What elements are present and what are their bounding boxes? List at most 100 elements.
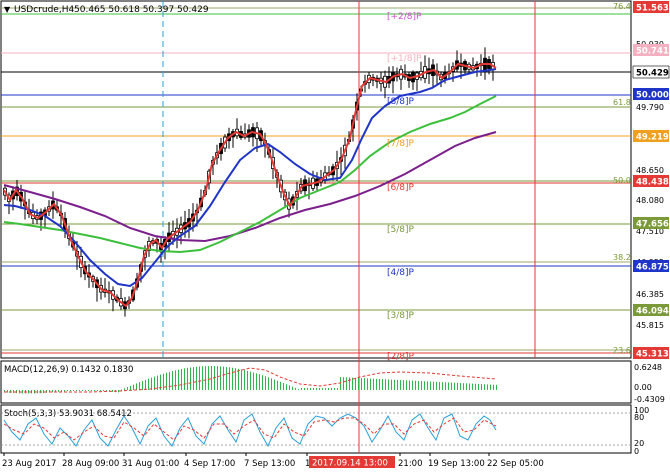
macd-histogram-bar bbox=[106, 390, 107, 392]
macd-histogram-bar bbox=[484, 384, 485, 390]
macd-histogram-bar bbox=[76, 390, 77, 391]
macd-histogram-bar bbox=[46, 390, 47, 393]
price-tick-label: 46.385 bbox=[636, 290, 664, 299]
macd-histogram-bar bbox=[325, 388, 326, 390]
macd-histogram-bar bbox=[388, 379, 389, 390]
macd-histogram-bar bbox=[475, 383, 476, 390]
macd-histogram-bar bbox=[262, 375, 263, 390]
macd-histogram-bar bbox=[361, 378, 362, 390]
murrey-level-label: [5/8]P bbox=[387, 225, 415, 235]
macd-histogram-bar bbox=[487, 384, 488, 390]
macd-histogram-bar bbox=[7, 390, 8, 393]
macd-histogram-bar bbox=[304, 388, 305, 390]
macd-histogram-bar bbox=[163, 373, 164, 390]
time-highlight-label: 2017.09.14 13:00 bbox=[312, 459, 388, 469]
macd-histogram-bar bbox=[400, 380, 401, 390]
time-axis-label: 19 Sep 13:00 bbox=[428, 459, 485, 469]
macd-histogram-bar bbox=[466, 383, 467, 390]
price-tick-label: 49.790 bbox=[636, 103, 664, 112]
macd-histogram-bar bbox=[82, 390, 83, 391]
macd-histogram-bar bbox=[268, 377, 269, 390]
macd-histogram-bar bbox=[358, 377, 359, 390]
macd-histogram-bar bbox=[328, 388, 329, 390]
macd-histogram-bar bbox=[349, 377, 350, 390]
macd-histogram-bar bbox=[169, 371, 170, 390]
macd-histogram-bar bbox=[463, 383, 464, 390]
macd-histogram-bar bbox=[295, 387, 296, 390]
macd-histogram-bar bbox=[139, 382, 140, 390]
macd-panel-frame bbox=[0, 360, 632, 404]
fib-level-label: 76.4 bbox=[613, 2, 631, 11]
macd-histogram-bar bbox=[310, 388, 311, 390]
macd-histogram-bar bbox=[334, 388, 335, 390]
macd-histogram-bar bbox=[97, 390, 98, 391]
time-axis-label: 7 Sep 13:00 bbox=[244, 459, 295, 469]
macd-histogram-bar bbox=[124, 388, 125, 390]
macd-histogram-bar bbox=[232, 367, 233, 390]
macd-histogram-bar bbox=[22, 390, 23, 394]
price-tick-label: 48.650 bbox=[636, 166, 664, 175]
ohlc-readout: 50.465 50.618 50.397 50.429 bbox=[74, 5, 209, 15]
macd-histogram-bar bbox=[199, 366, 200, 390]
price-level-badge-text: 47.656 bbox=[636, 220, 669, 230]
macd-histogram-bar bbox=[190, 367, 191, 390]
macd-histogram-bar bbox=[202, 366, 203, 390]
macd-histogram-bar bbox=[445, 382, 446, 390]
macd-histogram-bar bbox=[367, 378, 368, 390]
price-level-badge bbox=[632, 65, 670, 79]
macd-histogram-bar bbox=[490, 384, 491, 390]
macd-histogram-bar bbox=[205, 366, 206, 390]
macd-histogram-bar bbox=[436, 381, 437, 390]
macd-histogram-bar bbox=[343, 377, 344, 390]
macd-histogram-bar bbox=[229, 367, 230, 390]
ma-mid-line bbox=[3, 95, 497, 254]
macd-histogram-bar bbox=[493, 384, 494, 390]
macd-histogram-bar bbox=[433, 381, 434, 390]
macd-histogram-bar bbox=[157, 375, 158, 390]
price-level-badge-text: 45.313 bbox=[636, 350, 669, 360]
macd-histogram-bar bbox=[442, 382, 443, 390]
macd-histogram-bar bbox=[154, 376, 155, 390]
macd-histogram-bar bbox=[376, 378, 377, 390]
macd-histogram-bar bbox=[265, 376, 266, 390]
macd-histogram-bar bbox=[253, 372, 254, 390]
macd-histogram-bar bbox=[256, 373, 257, 390]
macd-histogram-bar bbox=[448, 382, 449, 390]
macd-histogram-bar bbox=[301, 388, 302, 390]
macd-histogram-bar bbox=[109, 390, 110, 392]
macd-histogram-bar bbox=[391, 379, 392, 390]
price-level-badge-text: 50.000 bbox=[636, 91, 669, 101]
macd-histogram-bar bbox=[166, 372, 167, 390]
macd-histogram-bar bbox=[259, 374, 260, 390]
macd-histogram-bar bbox=[223, 366, 224, 390]
stoch-label: Stoch(5,3,3) 53.9031 68.5412 bbox=[4, 409, 132, 419]
macd-axis-ticks: 0.6248 0.00 -0.4309 bbox=[634, 363, 665, 404]
murrey-level-lines bbox=[1, 7, 631, 354]
price-level-badge bbox=[633, 130, 669, 142]
macd-histogram-bar bbox=[244, 370, 245, 390]
macd-histogram-bar bbox=[496, 384, 497, 390]
macd-histogram-bar bbox=[346, 377, 347, 390]
macd-histogram-bar bbox=[85, 390, 86, 391]
price-level-badge-text: 46.094 bbox=[636, 307, 669, 317]
price-level-badge-text: 50.741 bbox=[636, 47, 669, 57]
time-axis-label: 22 Sep 05:00 bbox=[487, 459, 544, 469]
macd-histogram-bar bbox=[430, 381, 431, 390]
macd-histogram-bar bbox=[313, 388, 314, 390]
macd-histogram-bar bbox=[409, 380, 410, 390]
macd-tick-label: -0.4309 bbox=[634, 395, 665, 404]
macd-histogram-bar bbox=[88, 390, 89, 391]
macd-histogram-bar bbox=[298, 389, 299, 391]
macd-histogram-bar bbox=[352, 377, 353, 390]
macd-histogram-bar bbox=[370, 378, 371, 390]
macd-histogram-bar bbox=[184, 368, 185, 390]
price-tick-label: 47.510 bbox=[636, 227, 664, 236]
stoch-tick-label: 100 bbox=[634, 406, 649, 415]
murrey-level-label: [+2/8]P bbox=[387, 12, 422, 22]
fib-level-label: 38.2 bbox=[613, 253, 631, 262]
price-level-badges: 51.563 50.741 50.429 50.000 49.219 48.438 47.6… bbox=[632, 1, 670, 360]
macd-histogram-bar bbox=[178, 369, 179, 390]
macd-histogram-bar bbox=[226, 366, 227, 390]
